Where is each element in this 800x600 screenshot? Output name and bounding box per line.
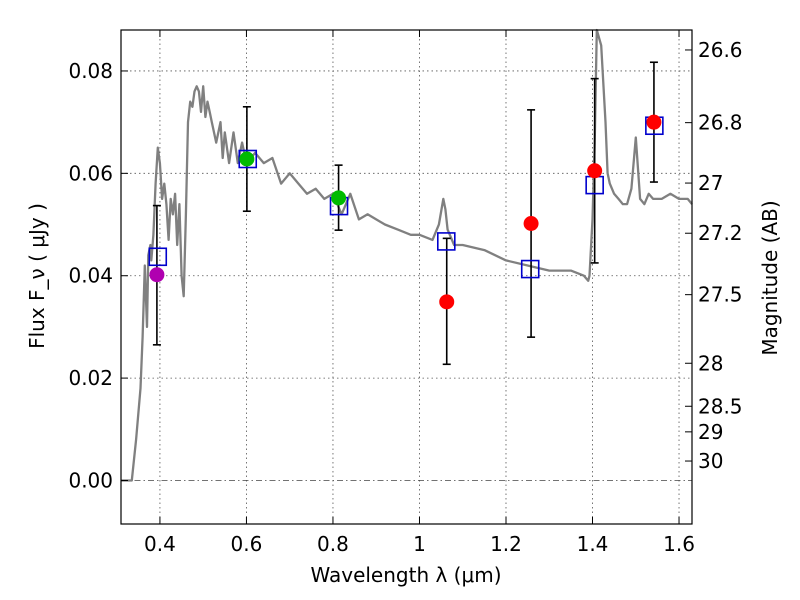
model-photometry-square-3	[436, 232, 456, 251]
observed-flux-points	[149, 114, 662, 310]
x-axis-ticks: 0.4 0.6 0.8 1 1.2 1.4 1.6	[144, 30, 695, 556]
x-tick-label-1: 0.6	[231, 532, 263, 556]
observed-flux-point-2	[331, 190, 347, 206]
observed-flux-point-0	[149, 267, 165, 283]
x-tick-label-4: 1.2	[490, 532, 522, 556]
error-bars	[152, 61, 658, 366]
plot-frame	[120, 29, 693, 525]
observed-flux-point-6	[646, 114, 662, 130]
y-axis-ticks: 0.00 0.02 0.04 0.06 0.08	[68, 59, 128, 492]
x-tick-label-3: 1	[413, 532, 426, 556]
x-tick-label-0: 0.4	[144, 532, 176, 556]
magnitude-tick-label-8: 30	[698, 449, 723, 473]
model-photometry-square-0	[148, 247, 168, 267]
x-tick-label-6: 1.6	[663, 532, 695, 556]
x-axis-label: Wavelength λ (μm)	[310, 563, 501, 587]
magnitude-axis-ticks: 26.6 26.8 27 27.2 27.5 28 28.529 30	[685, 38, 743, 473]
model-photometry-square-1	[238, 149, 258, 169]
model-photometry-squares	[148, 116, 664, 279]
y-tick-label-2: 0.04	[68, 264, 113, 288]
magnitude-axis-label: Magnitude (AB)	[758, 200, 782, 355]
observed-flux-point-1	[239, 151, 255, 167]
observed-flux-point-3	[439, 294, 455, 310]
magnitude-tick-label-5: 28	[698, 351, 723, 375]
magnitude-tick-label-7: 29	[698, 420, 723, 444]
y-tick-label-0: 0.00	[68, 468, 113, 492]
y-tick-label-1: 0.02	[68, 366, 113, 390]
observed-flux-point-4	[523, 216, 539, 232]
magnitude-tick-label-1: 26.8	[698, 111, 743, 135]
magnitude-tick-label-6: 28.5	[698, 394, 743, 418]
observed-flux-point-5	[587, 163, 603, 179]
magnitude-tick-label-0: 26.6	[698, 38, 743, 62]
magnitude-tick-label-2: 27	[698, 171, 723, 195]
model-photometry-square-4	[520, 259, 540, 279]
model-sed-curve	[121, 28, 693, 482]
y-tick-label-4: 0.08	[68, 59, 113, 83]
y-tick-label-3: 0.06	[68, 161, 113, 185]
x-tick-label-5: 1.4	[577, 532, 609, 556]
y-axis-label: Flux F_ν ( μJy )	[25, 203, 49, 349]
x-tick-label-2: 0.8	[317, 532, 349, 556]
magnitude-tick-label-3: 27.2	[698, 221, 743, 245]
model-sed-layer	[121, 28, 693, 482]
magnitude-tick-label-4: 27.5	[698, 283, 743, 307]
